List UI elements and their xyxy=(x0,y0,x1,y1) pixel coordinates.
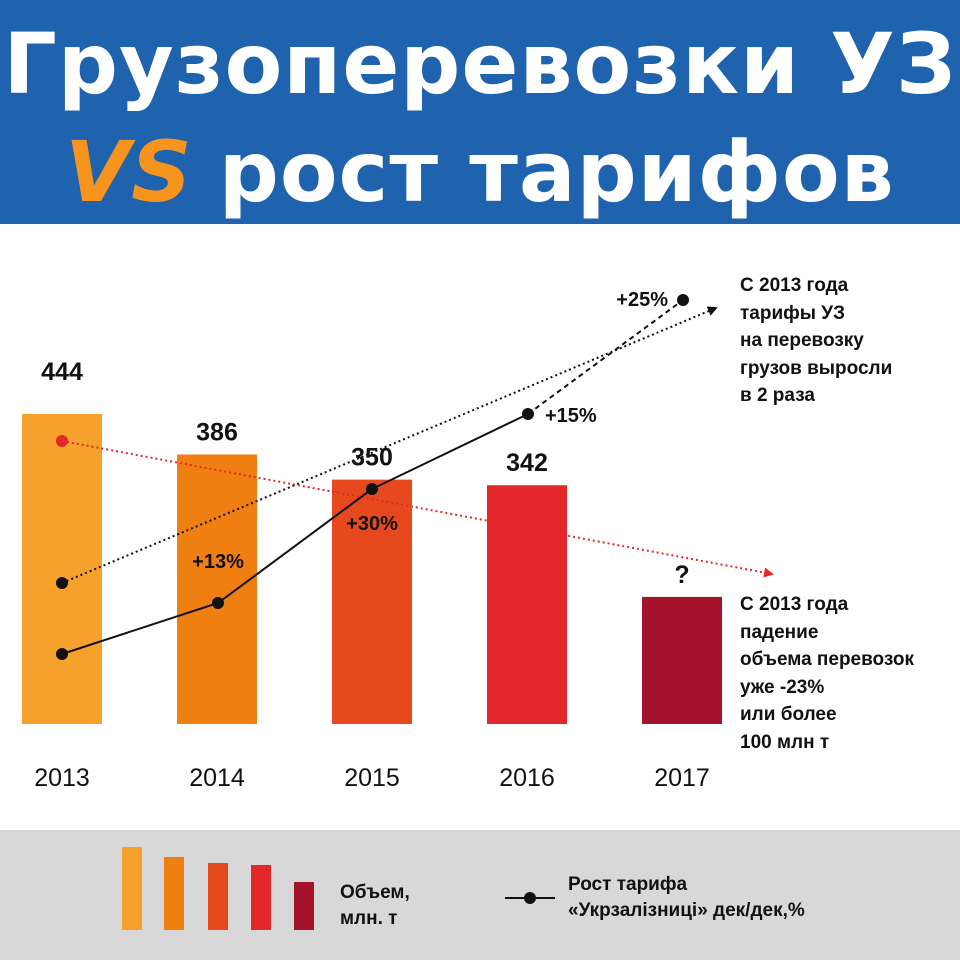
tariff-point-2017 xyxy=(677,294,689,306)
tariff-note-line: в 2 раза xyxy=(740,385,815,406)
tariff-label-2016: +15% xyxy=(545,405,597,427)
header-banner: Грузоперевозки УЗ VS рост тарифов xyxy=(0,0,960,224)
volume-decline-note: С 2013 года падение объема перевозок уже… xyxy=(740,591,914,756)
year-tick-label-2013: 2013 xyxy=(34,764,90,792)
volume-bar-2013 xyxy=(22,414,102,724)
legend-tariff-line: «Укрзалізниці» дек/дек,% xyxy=(568,900,805,921)
tariff-trend-arrow xyxy=(61,306,718,584)
legend-tariff-line: Рост тарифа xyxy=(568,874,688,895)
title-vs: VS xyxy=(65,123,193,221)
volume-value-label-2013: 444 xyxy=(41,358,83,386)
tariff-label-2017: +25% xyxy=(616,289,668,311)
tariff-point-2015 xyxy=(366,483,378,495)
tariff-point-2013 xyxy=(56,648,68,660)
tariff-label-2015: +30% xyxy=(346,513,398,535)
volume-note-line: или более xyxy=(740,704,837,725)
tariff-point-2016 xyxy=(522,408,534,420)
legend: Объем, млн. т Рост тарифа «Укрзалізниці»… xyxy=(0,830,960,960)
volume-decline-start-point xyxy=(56,435,68,447)
volume-note-line: уже -23% xyxy=(740,676,825,698)
year-tick-label-2015: 2015 xyxy=(344,764,400,792)
legend-tariff-marker xyxy=(505,892,555,904)
legend-swatch-2015 xyxy=(208,863,228,930)
tariff-trend-start-point xyxy=(56,577,68,589)
legend-swatch-2013 xyxy=(122,847,142,930)
volume-note-line: 100 млн т xyxy=(740,731,830,753)
legend-swatch-2014 xyxy=(164,857,184,930)
tariff-growth-note: С 2013 года тарифы УЗ на перевозку грузо… xyxy=(740,272,892,410)
volume-value-label-2014: 386 xyxy=(196,418,238,446)
legend-volume-line: Объем, xyxy=(340,882,410,903)
title-line-2: VS рост тарифов xyxy=(0,122,960,222)
tariff-note-line: грузов выросли xyxy=(740,357,893,379)
tariff-label-2014: +13% xyxy=(192,551,244,573)
legend-swatch-2016 xyxy=(251,865,271,930)
year-tick-label-2017: 2017 xyxy=(654,764,710,792)
volume-bar-2014 xyxy=(177,454,257,724)
volume-note-line: объема перевозок xyxy=(740,649,914,670)
legend-volume-line: млн. т xyxy=(340,908,398,929)
legend-swatch-2017 xyxy=(294,882,314,930)
volume-note-line: С 2013 года xyxy=(740,594,849,615)
legend-volume-label: Объем, млн. т xyxy=(340,880,410,932)
tariff-note-line: тарифы УЗ xyxy=(740,302,846,324)
volume-bar-2016 xyxy=(487,485,567,724)
title-line-2-text: рост тарифов xyxy=(218,123,895,221)
tariff-growth-forecast-line xyxy=(527,299,684,415)
year-tick-label-2016: 2016 xyxy=(499,764,555,792)
tariff-note-line: на перевозку xyxy=(740,330,864,351)
volume-bar-2015 xyxy=(332,479,412,724)
volume-bar-2017 xyxy=(642,596,722,724)
title-line-1: Грузоперевозки УЗ xyxy=(3,15,957,113)
volume-note-line: падение xyxy=(740,621,819,643)
tariff-note-line: С 2013 года xyxy=(740,275,849,296)
volume-value-label-2015: 350 xyxy=(351,444,393,472)
volume-value-label-2017: ? xyxy=(674,561,689,589)
volume-value-label-2016: 342 xyxy=(506,449,548,477)
tariff-point-2014 xyxy=(212,597,224,609)
year-tick-label-2014: 2014 xyxy=(189,764,245,792)
legend-tariff-label: Рост тарифа «Укрзалізниці» дек/дек,% xyxy=(568,872,805,924)
tariff-growth-line xyxy=(61,413,529,655)
volume-decline-arrow xyxy=(61,440,774,578)
chart-area: 444 2013 386 2014 350 2015 342 2016? 2017 +13% +… xyxy=(22,289,774,792)
